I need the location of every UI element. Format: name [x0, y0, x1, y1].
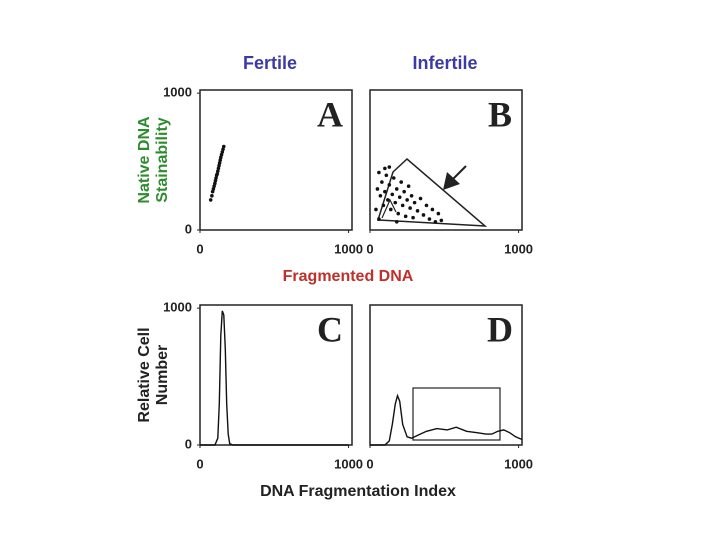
point [213, 181, 217, 186]
x-tick-label: 0 [196, 456, 203, 471]
point [381, 203, 386, 208]
point [208, 198, 213, 202]
column-title: Infertile [412, 53, 477, 73]
point [219, 155, 223, 160]
point [427, 217, 432, 221]
point [210, 189, 215, 194]
y-axis-label: Relative Cell Number [136, 327, 171, 422]
point [389, 207, 393, 212]
point [433, 219, 438, 224]
point [375, 187, 380, 191]
point [430, 207, 435, 212]
x-tick-label: 0 [366, 456, 373, 471]
point [408, 206, 412, 210]
point [221, 144, 226, 149]
point [400, 203, 405, 208]
panel-letter: A [317, 94, 343, 134]
point [421, 213, 426, 217]
y-axis-label-line: Stainability [154, 117, 171, 202]
point [409, 193, 414, 198]
point [393, 200, 398, 205]
point [219, 152, 224, 157]
y-axis-label-line: Relative Cell [136, 327, 153, 422]
point [384, 173, 389, 178]
y-axis-label: Native DNA Stainability [136, 116, 171, 204]
y-tick-label: 0 [185, 221, 192, 236]
panel-letter: D [487, 309, 513, 349]
point [220, 150, 225, 154]
y-tick-label: 0 [185, 436, 192, 451]
point [394, 219, 399, 224]
y-tick-label: 1000 [163, 85, 192, 100]
point [411, 215, 415, 220]
point [380, 180, 384, 184]
point [396, 211, 401, 216]
point [212, 184, 216, 189]
gate-inner [381, 198, 397, 219]
point [216, 166, 221, 171]
point [213, 178, 218, 183]
point [378, 193, 383, 198]
point [439, 218, 444, 223]
y-axis-label-line: Native DNA [136, 116, 153, 204]
point [424, 203, 429, 208]
column-title: Fertile [243, 53, 297, 73]
point [216, 169, 220, 173]
y-tick-label: 1000 [163, 300, 192, 315]
point [377, 170, 381, 175]
point [418, 196, 423, 201]
arrow-head [443, 172, 460, 190]
point [217, 161, 222, 165]
point [436, 211, 441, 216]
point [383, 166, 387, 171]
point [221, 147, 225, 152]
arrow [451, 165, 467, 181]
point [210, 193, 214, 198]
gate-box [412, 387, 501, 441]
point [386, 198, 390, 202]
point [403, 214, 408, 219]
x-axis-label: DNA Fragmentation Index [260, 483, 456, 500]
point [387, 183, 392, 187]
x-axis-label: Fragmented DNA [283, 268, 414, 285]
x-tick-label: 1000 [334, 456, 363, 471]
point [402, 189, 406, 194]
plot-frame [199, 89, 353, 231]
point [377, 217, 381, 221]
y-axis-label-line: Number [154, 345, 171, 405]
panel-letter: C [317, 309, 343, 349]
point [390, 192, 395, 197]
x-tick-label: 1000 [504, 456, 533, 471]
point [211, 187, 216, 191]
plot-frame [369, 89, 523, 231]
point [215, 172, 220, 176]
x-tick-label: 0 [366, 241, 373, 256]
x-tick-label: 1000 [504, 241, 533, 256]
point [399, 180, 404, 184]
histogram-line [200, 310, 349, 446]
point [374, 207, 378, 212]
point [415, 209, 420, 213]
point [405, 198, 409, 202]
point [383, 189, 387, 194]
point [391, 176, 396, 180]
x-tick-label: 1000 [334, 241, 363, 256]
histogram-line [370, 393, 523, 446]
point [394, 187, 399, 191]
point [218, 158, 223, 163]
panel-letter: B [488, 94, 512, 134]
point [387, 165, 392, 169]
point [214, 176, 218, 180]
point [217, 163, 221, 168]
plot-frame [369, 304, 523, 446]
x-tick-label: 0 [196, 241, 203, 256]
point [406, 184, 411, 189]
point [412, 200, 417, 205]
point [397, 195, 402, 199]
gate-region [376, 157, 488, 227]
